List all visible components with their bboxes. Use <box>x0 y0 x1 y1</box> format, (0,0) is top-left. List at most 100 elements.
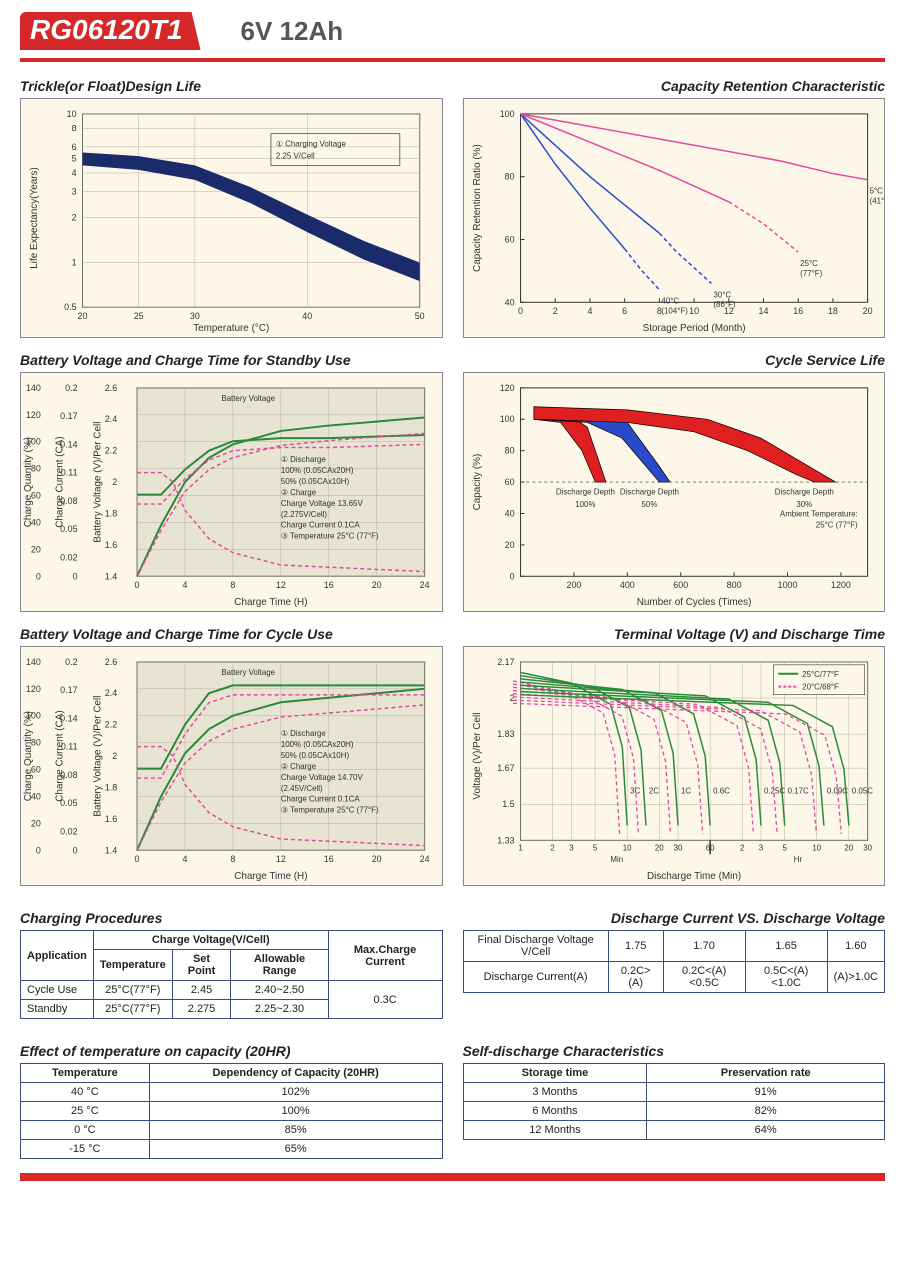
svg-text:10: 10 <box>67 109 77 119</box>
th-set: Set Point <box>172 950 231 981</box>
svg-text:1: 1 <box>518 843 523 852</box>
th-application: Application <box>21 931 94 981</box>
svg-text:Charge Current (CA): Charge Current (CA) <box>55 436 66 527</box>
svg-text:30: 30 <box>190 311 200 321</box>
svg-text:2.2: 2.2 <box>105 720 117 730</box>
svg-text:0.17: 0.17 <box>60 685 77 695</box>
svg-text:2.2: 2.2 <box>105 446 117 456</box>
table-row: Final Discharge Voltage V/Cell 1.75 1.70… <box>463 931 885 962</box>
cyclelife-chart: 20040060080010001200020406080100120Disch… <box>463 372 886 612</box>
cycleuse-block: Battery Voltage and Charge Time for Cycl… <box>20 626 443 886</box>
svg-text:30%: 30% <box>796 500 812 509</box>
svg-text:100: 100 <box>499 109 514 119</box>
svg-text:20: 20 <box>372 580 382 590</box>
svg-text:50: 50 <box>415 311 425 321</box>
svg-text:1.6: 1.6 <box>105 540 117 550</box>
svg-text:80: 80 <box>504 172 514 182</box>
svg-text:Battery Voltage: Battery Voltage <box>221 394 275 403</box>
svg-text:100%: 100% <box>575 500 595 509</box>
svg-text:(86°F): (86°F) <box>713 300 735 309</box>
svg-text:1.8: 1.8 <box>105 782 117 792</box>
charging-table: Application Charge Voltage(V/Cell) Max.C… <box>20 930 443 1019</box>
svg-text:100% (0.05CAx20H): 100% (0.05CAx20H) <box>281 466 354 475</box>
svg-text:2.25 V/Cell: 2.25 V/Cell <box>276 152 315 161</box>
table-row: 25 °C100% <box>21 1102 443 1121</box>
standby-title: Battery Voltage and Charge Time for Stan… <box>20 352 443 368</box>
svg-text:2.6: 2.6 <box>105 657 117 667</box>
svg-text:Charge Voltage 13.65V: Charge Voltage 13.65V <box>281 499 364 508</box>
svg-text:Number of Cycles (Times): Number of Cycles (Times) <box>636 597 751 608</box>
cycleuse-title: Battery Voltage and Charge Time for Cycl… <box>20 626 443 642</box>
svg-text:0.17: 0.17 <box>60 411 77 421</box>
svg-text:Discharge Depth: Discharge Depth <box>555 488 614 497</box>
svg-text:14: 14 <box>758 306 768 316</box>
svg-text:0.5: 0.5 <box>64 302 76 312</box>
cycleuse-chart: 04812162024001.4200.021.6400.051.8600.08… <box>20 646 443 886</box>
table-row: 12 Months64% <box>463 1121 885 1140</box>
svg-text:1.33: 1.33 <box>497 835 514 845</box>
retention-xlabel: Storage Period (Month) <box>642 323 745 334</box>
svg-text:4: 4 <box>182 580 187 590</box>
svg-text:60: 60 <box>504 234 514 244</box>
terminal-block: Terminal Voltage (V) and Discharge Time … <box>463 626 886 886</box>
table-row: 0 °C85% <box>21 1121 443 1140</box>
svg-text:20°C/68°F: 20°C/68°F <box>802 683 839 692</box>
header-rule <box>20 58 885 62</box>
trickle-xlabel: Temperature (°C) <box>193 323 269 334</box>
terminal-title: Terminal Voltage (V) and Discharge Time <box>463 626 886 642</box>
svg-text:25°C: 25°C <box>800 259 818 268</box>
table-row: Cycle Use 25°C(77°F) 2.45 2.40~2.50 0.3C <box>21 981 443 1000</box>
svg-text:6: 6 <box>72 142 77 152</box>
svg-text:4: 4 <box>72 168 77 178</box>
svg-text:40: 40 <box>504 297 514 307</box>
retention-chart: 0246810121416182040608010040°C(104°F)30°… <box>463 98 886 338</box>
svg-text:2C: 2C <box>648 787 658 796</box>
svg-text:Charge Current 0.1CA: Charge Current 0.1CA <box>281 521 361 530</box>
svg-text:0.02: 0.02 <box>60 552 77 562</box>
svg-text:16: 16 <box>793 306 803 316</box>
svg-text:20: 20 <box>862 306 872 316</box>
svg-text:20: 20 <box>504 540 514 550</box>
svg-text:Charge Current 0.1CA: Charge Current 0.1CA <box>281 795 361 804</box>
svg-text:Charge Time (H): Charge Time (H) <box>234 871 307 882</box>
svg-text:5°C: 5°C <box>869 187 883 196</box>
th-max: Max.Charge Current <box>328 931 442 981</box>
svg-text:24: 24 <box>420 854 430 864</box>
svg-text:(2.45V/Cell): (2.45V/Cell) <box>281 784 323 793</box>
standby-chart: 04812162024001.4200.021.6400.051.8600.08… <box>20 372 443 612</box>
svg-text:20: 20 <box>372 854 382 864</box>
svg-text:③ Temperature 25°C (77°F): ③ Temperature 25°C (77°F) <box>281 532 379 541</box>
svg-text:1.5: 1.5 <box>502 799 514 809</box>
svg-text:1C: 1C <box>681 787 691 796</box>
svg-text:0.6C: 0.6C <box>713 787 730 796</box>
svg-text:5: 5 <box>782 843 787 852</box>
svg-text:Min: Min <box>610 855 623 864</box>
svg-text:16: 16 <box>324 854 334 864</box>
svg-text:8: 8 <box>230 580 235 590</box>
tempcap-table: TemperatureDependency of Capacity (20HR)… <box>20 1063 443 1159</box>
th-temp: Temperature <box>93 950 172 981</box>
svg-text:2: 2 <box>740 843 744 852</box>
svg-text:50% (0.05CAx10H): 50% (0.05CAx10H) <box>281 751 350 760</box>
svg-text:① Discharge: ① Discharge <box>281 729 327 738</box>
svg-text:120: 120 <box>499 383 514 393</box>
svg-text:Charge Quantity (%): Charge Quantity (%) <box>23 437 34 527</box>
svg-text:② Charge: ② Charge <box>281 762 317 771</box>
svg-text:20: 20 <box>844 843 853 852</box>
svg-text:1000: 1000 <box>777 580 797 590</box>
th-cv: Charge Voltage(V/Cell) <box>93 931 328 950</box>
dvdv-table-block: Discharge Current VS. Discharge Voltage … <box>463 900 886 993</box>
svg-text:① Discharge: ① Discharge <box>281 455 327 464</box>
svg-text:20: 20 <box>31 544 41 554</box>
svg-text:(2.275V/Cell): (2.275V/Cell) <box>281 510 328 519</box>
svg-text:1.6: 1.6 <box>105 814 117 824</box>
standby-block: Battery Voltage and Charge Time for Stan… <box>20 352 443 612</box>
svg-text:40°C: 40°C <box>661 297 679 306</box>
self-table: Storage timePreservation rate 3 Months91… <box>463 1063 886 1140</box>
svg-text:Voltage (V)/Per Cell: Voltage (V)/Per Cell <box>471 713 482 800</box>
dvdv-table: Final Discharge Voltage V/Cell 1.75 1.70… <box>463 930 886 993</box>
footer-rule <box>20 1173 885 1181</box>
svg-text:10: 10 <box>812 843 821 852</box>
dvdv-title: Discharge Current VS. Discharge Voltage <box>463 910 886 926</box>
spec-text: 6V 12Ah <box>241 16 344 47</box>
